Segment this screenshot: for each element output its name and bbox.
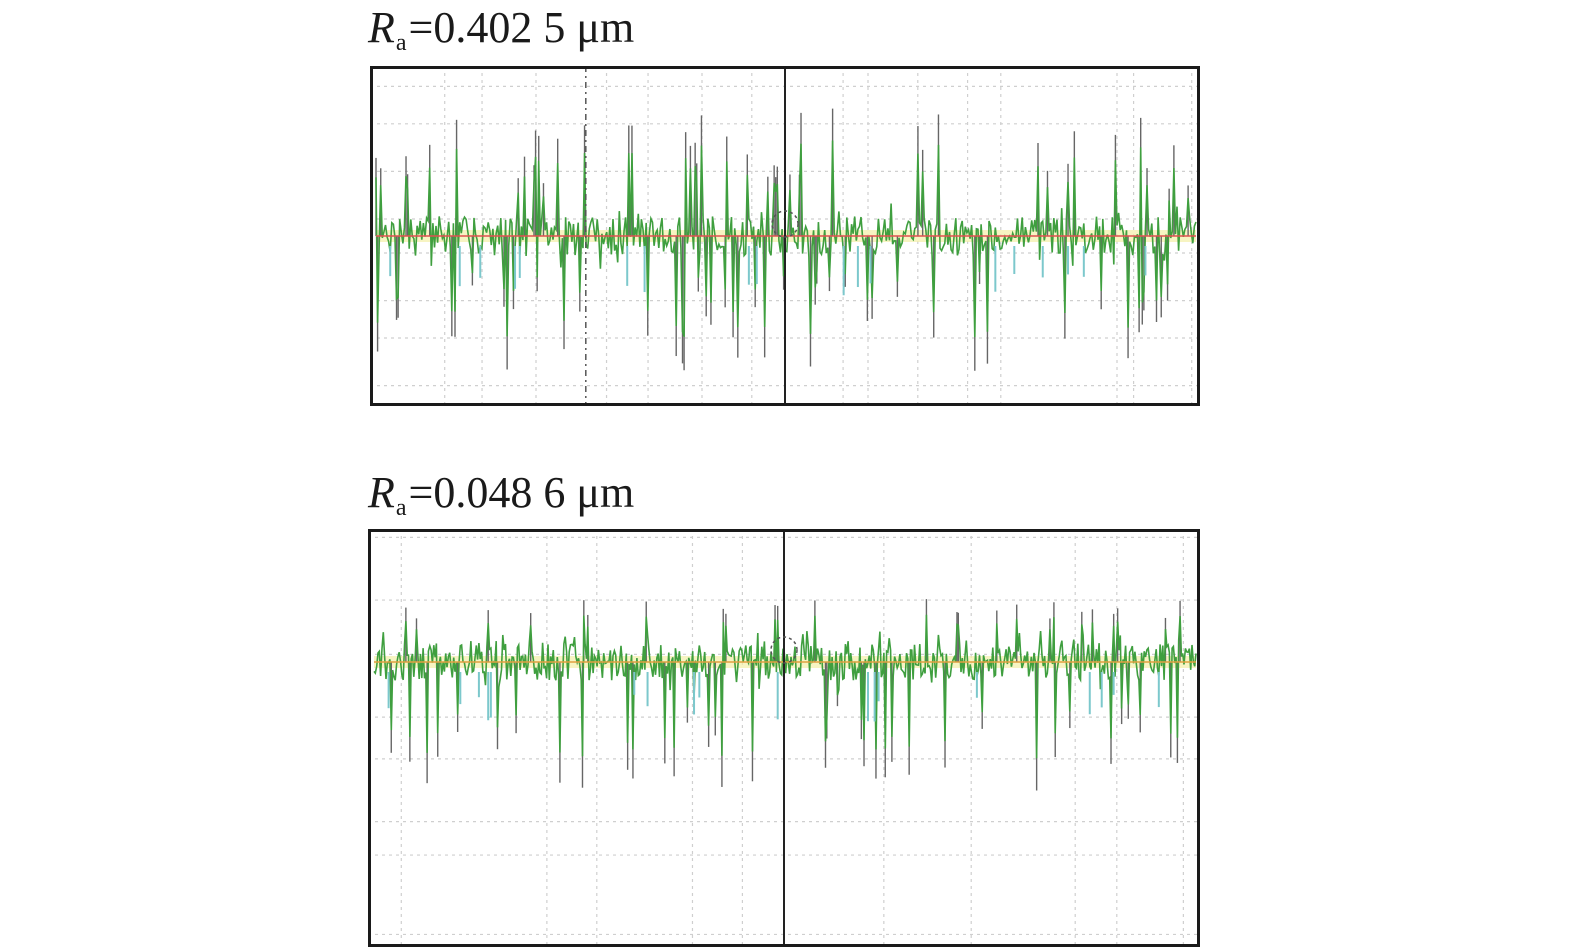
chart-1-plot (370, 66, 1200, 406)
chart-1-equals: = (408, 3, 434, 52)
chart-2-ra-subscript: a (395, 495, 407, 521)
chart-1-ra-value: 0.402 5 (433, 3, 566, 52)
chart-2-plot (368, 529, 1200, 947)
chart-1-frame (370, 66, 1200, 406)
chart-1-ra-subscript: a (395, 30, 407, 56)
chart-2-frame (368, 529, 1200, 947)
chart-2-cursor-marker (770, 636, 798, 664)
chart-2-spikes (390, 599, 1181, 791)
chart-1-cursor-marker (771, 210, 799, 238)
chart-1-caption: Ra=0.402 5 μm (368, 3, 635, 56)
chart-2-caption: Ra=0.048 6 μm (368, 468, 635, 521)
chart-2-ra-symbol: R (368, 468, 395, 517)
chart-2-ra-value: 0.048 6 (433, 468, 566, 517)
chart-2-ra-unit: μm (576, 468, 635, 517)
chart-1-ra-unit: μm (576, 3, 635, 52)
chart-2-equals: = (408, 468, 434, 517)
chart-1-ra-symbol: R (368, 3, 395, 52)
